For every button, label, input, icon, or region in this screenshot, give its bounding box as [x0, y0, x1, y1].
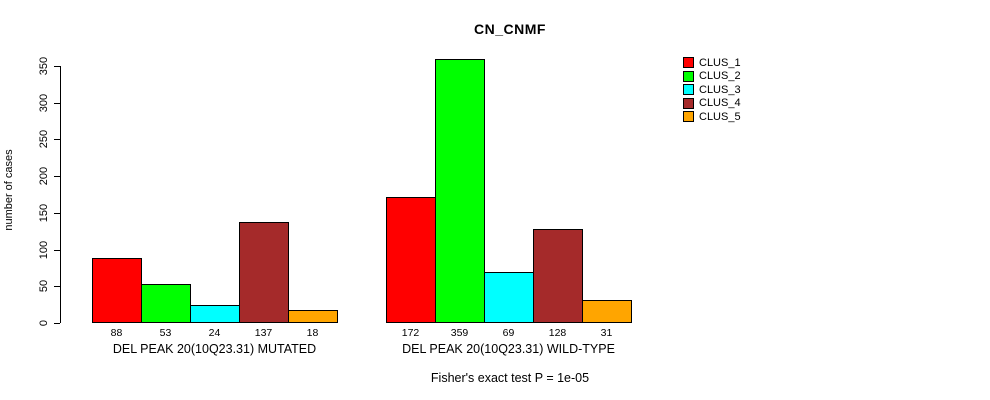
- bar-value-label: 31: [600, 327, 613, 339]
- bar-clus_3-group1: [190, 305, 240, 323]
- y-axis-tick-mark: [54, 212, 60, 214]
- bar-clus_5-group1: [288, 310, 338, 323]
- y-axis-tick-mark: [54, 286, 60, 288]
- bar-value-label: 88: [110, 327, 123, 339]
- bar-value-label: 172: [401, 327, 420, 339]
- bar-value-label: 24: [208, 327, 221, 339]
- bar-clus_4-group1: [239, 222, 289, 323]
- y-axis-tick-mark: [54, 323, 60, 324]
- bar-value-label: 359: [450, 327, 469, 339]
- legend-label: CLUS_3: [699, 83, 741, 96]
- legend-swatch: [683, 84, 694, 96]
- bar-clus_1-group2: [386, 197, 436, 323]
- bar-value-label: 69: [502, 327, 515, 339]
- y-axis-tick-label: 300: [38, 93, 50, 112]
- y-axis-tick-label: 250: [38, 130, 50, 149]
- y-axis-line: [60, 66, 61, 323]
- y-axis-tick-mark: [54, 176, 60, 178]
- bar-clus_2-group1: [141, 284, 191, 323]
- bar-clus_5-group2: [582, 300, 632, 323]
- bar-clus_2-group2: [435, 59, 485, 323]
- y-axis-tick-mark: [54, 102, 60, 104]
- legend-item-clus_2: CLUS_2: [683, 70, 741, 84]
- y-axis-tick-label: 100: [38, 240, 50, 259]
- group-label: DEL PEAK 20(10Q23.31) MUTATED: [112, 342, 317, 356]
- legend-label: CLUS_4: [699, 97, 741, 110]
- legend-label: CLUS_1: [699, 56, 741, 69]
- bar-value-label: 128: [548, 327, 567, 339]
- y-axis-tick-mark: [54, 66, 60, 67]
- legend-label: CLUS_2: [699, 70, 741, 83]
- legend-swatch: [683, 97, 694, 109]
- chart-title: CN_CNMF: [474, 21, 546, 37]
- y-axis-tick-label: 150: [38, 203, 50, 223]
- bar-clus_1-group1: [92, 258, 142, 323]
- legend-swatch: [683, 57, 694, 69]
- legend-item-clus_5: CLUS_5: [683, 110, 741, 124]
- y-axis-tick-label: 0: [38, 319, 50, 327]
- legend-item-clus_4: CLUS_4: [683, 97, 741, 111]
- legend: CLUS_1 CLUS_2 CLUS_3 CLUS_4 CLUS_5: [683, 56, 741, 124]
- legend-swatch: [683, 70, 694, 82]
- y-axis-tick-label: 350: [38, 56, 50, 76]
- bar-value-label: 18: [306, 327, 319, 339]
- y-axis-tick-label: 200: [38, 166, 50, 186]
- y-axis-tick-mark: [54, 139, 60, 141]
- y-axis-label: number of cases: [3, 149, 15, 231]
- legend-swatch: [683, 111, 694, 123]
- y-axis-tick-label: 50: [38, 280, 50, 293]
- annotation-text: Fisher's exact test P = 1e-05: [430, 371, 590, 385]
- bar-value-label: 53: [159, 327, 172, 339]
- bar-value-label: 137: [254, 327, 273, 339]
- group-label: DEL PEAK 20(10Q23.31) WILD-TYPE: [402, 342, 615, 356]
- legend-item-clus_1: CLUS_1: [683, 56, 741, 70]
- legend-item-clus_3: CLUS_3: [683, 83, 741, 97]
- legend-label: CLUS_5: [699, 110, 741, 123]
- y-axis-tick-mark: [54, 249, 60, 251]
- bar-clus_3-group2: [484, 272, 534, 323]
- bar-clus_4-group2: [533, 229, 583, 323]
